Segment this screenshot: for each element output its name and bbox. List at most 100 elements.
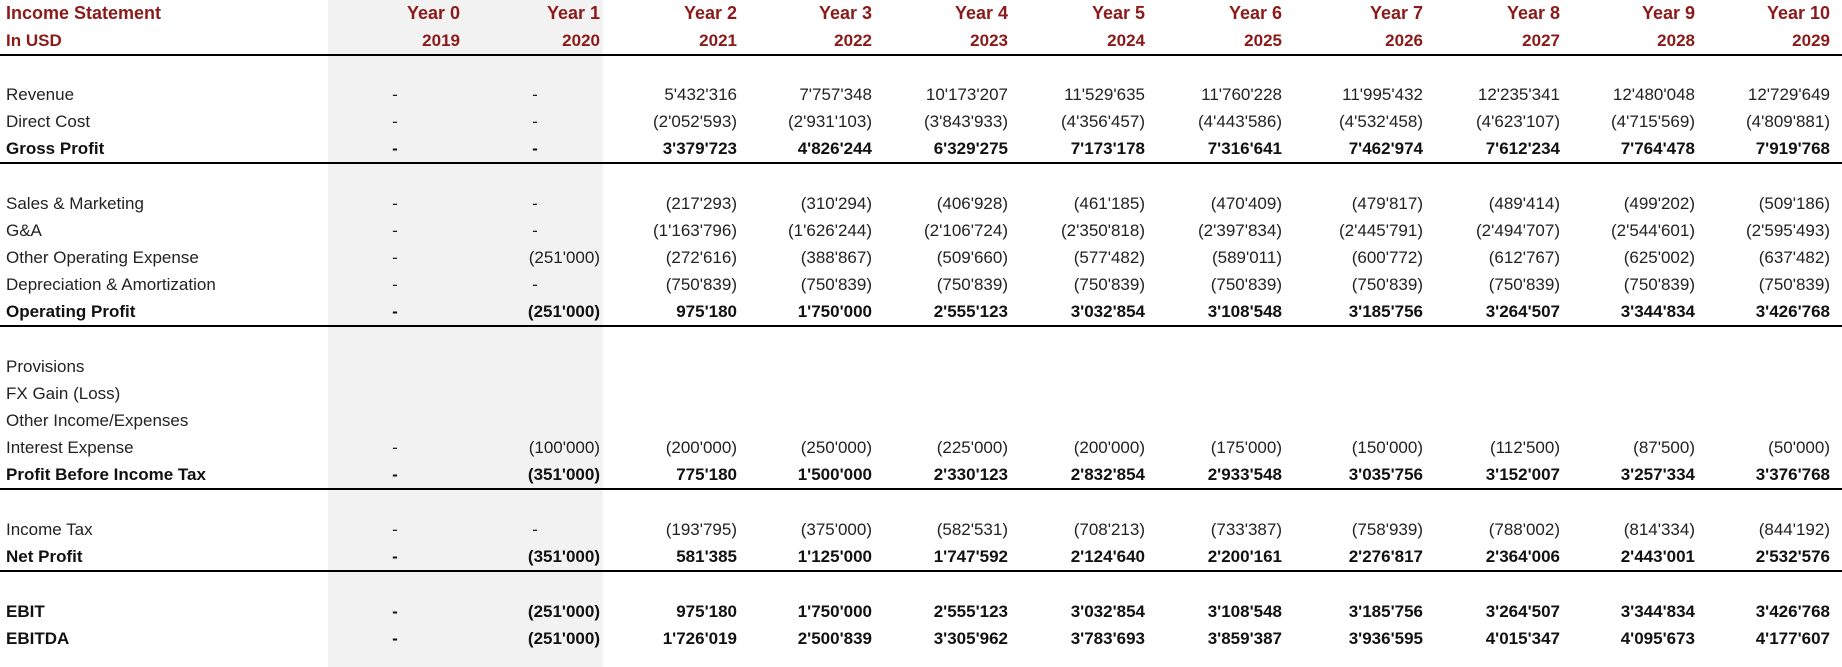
value-cell: (4'715'569) (1611, 112, 1695, 131)
value-cell: 3'859'387 (1207, 629, 1282, 648)
value-cell (1430, 380, 1560, 407)
value-cell (607, 407, 737, 434)
value-cell (1700, 353, 1830, 380)
value-cell (1430, 407, 1560, 434)
value-cell: (200'000) (665, 438, 737, 457)
year-label-6: Year 6 (1228, 3, 1282, 23)
table-row: Revenue - - 5'432'316 7'757'348 10'173'207 11'… (0, 81, 1842, 108)
total-row: Gross Profit - - 3'379'723 4'826'244 6'329'27… (0, 135, 1842, 162)
value-cell: 7'757'348 (799, 85, 872, 104)
value-cell: (150'000) (1351, 438, 1423, 457)
value-cell: (625'002) (1623, 248, 1695, 267)
sheet-title: Income Statement (6, 3, 162, 23)
table-row: Income Tax - - (193'795) (375'000) (582'531) (… (0, 516, 1842, 543)
year-label-2: Year 2 (683, 3, 737, 23)
historical-columns-shading (328, 0, 603, 667)
value-cell: 1'726'019 (662, 629, 737, 648)
value-cell: 581'385 (676, 547, 737, 566)
value-cell (1015, 407, 1145, 434)
value-cell (1430, 353, 1560, 380)
row-label: Net Profit (6, 547, 83, 566)
calendar-year-10: 2029 (1792, 31, 1830, 50)
value-cell (1700, 407, 1830, 434)
section-divider (0, 325, 1842, 353)
value-cell: (4'356'457) (1061, 112, 1145, 131)
value-cell: 3'264'507 (1485, 302, 1560, 321)
value-cell: (577'482) (1073, 248, 1145, 267)
value-cell: (637'482) (1758, 248, 1830, 267)
value-cell (330, 380, 460, 407)
value-cell: 1'750'000 (797, 302, 872, 321)
value-cell: (2'544'601) (1611, 221, 1695, 240)
value-cell (1015, 380, 1145, 407)
value-cell: (251'000) (527, 602, 600, 621)
value-cell: 1'750'000 (797, 602, 872, 621)
value-cell: (193'795) (665, 520, 737, 539)
value-cell: (470'409) (1210, 194, 1282, 213)
table-row: G&A - - (1'163'796) (1'626'244) (2'106'724) (2… (0, 217, 1842, 244)
spacer-row (0, 54, 1842, 81)
year-label-8: Year 8 (1506, 3, 1560, 23)
value-cell: 3'264'507 (1485, 602, 1560, 621)
value-cell (1293, 353, 1423, 380)
table-row: Direct Cost - - (2'052'593) (2'931'103) (3'84… (0, 108, 1842, 135)
value-cell: 7'173'178 (1070, 139, 1145, 158)
value-cell: (600'772) (1351, 248, 1423, 267)
value-cell: 3'108'548 (1207, 302, 1282, 321)
value-cell: (375'000) (800, 520, 872, 539)
value-cell: - (532, 85, 538, 104)
value-cell: (589'011) (1211, 248, 1282, 267)
value-cell: 3'426'768 (1755, 302, 1830, 321)
value-cell: 2'443'001 (1620, 547, 1695, 566)
value-cell: 3'185'756 (1348, 302, 1423, 321)
value-cell: (708'213) (1073, 520, 1145, 539)
value-cell: (251'000) (527, 629, 600, 648)
calendar-year-5: 2024 (1107, 31, 1145, 50)
value-cell: (250'000) (800, 438, 872, 457)
value-cell: 3'344'834 (1620, 602, 1695, 621)
value-cell: 1'747'592 (933, 547, 1008, 566)
section-divider (0, 570, 1842, 598)
value-cell: (788'002) (1488, 520, 1560, 539)
value-cell (742, 407, 872, 434)
year-label-3: Year 3 (818, 3, 872, 23)
value-cell: (2'445'791) (1339, 221, 1423, 240)
value-cell (1700, 380, 1830, 407)
row-label: EBITDA (6, 629, 70, 648)
calendar-year-row: In USD 2019 2020 2021 2022 2023 2024 2025 2026 2… (0, 27, 1842, 54)
value-cell: (461'185) (1073, 194, 1145, 213)
currency-label: In USD (6, 31, 62, 50)
value-cell: (251'000) (527, 302, 600, 321)
calendar-year-7: 2026 (1385, 31, 1423, 50)
value-cell: 3'783'693 (1070, 629, 1145, 648)
value-cell: (388'867) (800, 248, 872, 267)
value-cell (1565, 353, 1695, 380)
value-cell: (750'839) (665, 275, 737, 294)
table-row: Provisions (0, 353, 1842, 380)
table-row: Other Operating Expense - (251'000) (272'61… (0, 244, 1842, 271)
value-cell: 2'276'817 (1348, 547, 1423, 566)
value-cell: 3'257'334 (1620, 465, 1695, 484)
year-label-10: Year 10 (1766, 3, 1830, 23)
value-cell: 11'760'228 (1201, 85, 1282, 104)
row-label: Operating Profit (6, 302, 136, 321)
value-cell: - (392, 139, 398, 158)
value-cell: 3'376'768 (1755, 465, 1830, 484)
value-cell: (750'839) (1488, 275, 1560, 294)
value-cell: (750'839) (1758, 275, 1830, 294)
total-row: EBIT - (251'000) 975'180 1'750'000 2'555'123 3… (0, 598, 1842, 625)
value-cell (607, 380, 737, 407)
value-cell: 975'180 (676, 302, 737, 321)
value-cell: 5'432'316 (664, 85, 737, 104)
value-cell: (733'387) (1210, 520, 1282, 539)
value-cell: 1'125'000 (797, 547, 872, 566)
value-cell: - (532, 221, 538, 240)
calendar-year-8: 2027 (1522, 31, 1560, 50)
year-label-1: Year 1 (546, 3, 600, 23)
value-cell: 2'832'854 (1070, 465, 1145, 484)
value-cell: 2'933'548 (1207, 465, 1282, 484)
value-cell: 2'555'123 (933, 302, 1008, 321)
year-label-9: Year 9 (1641, 3, 1695, 23)
value-cell: 2'330'123 (933, 465, 1008, 484)
value-cell (470, 380, 600, 407)
